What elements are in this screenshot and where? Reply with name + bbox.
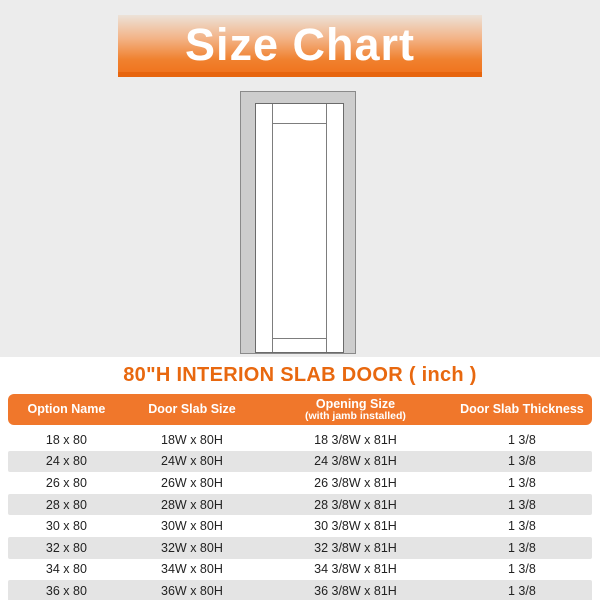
table-section: 80"H INTERION SLAB DOOR ( inch ) Option … (0, 357, 600, 600)
cell-opening-size: 24 3/8W x 81H (314, 454, 397, 469)
size-table: Option Name Door Slab Size Opening Size … (8, 394, 592, 600)
cell-option-name: 24 x 80 (45, 454, 87, 469)
table-row: 32 x 80 32W x 80H 32 3/8W x 81H 1 3/8 (8, 536, 592, 559)
cell-opening-size: 32 3/8W x 81H (314, 540, 397, 555)
table-body: 18 x 80 18W x 80H 18 3/8W x 81H 1 3/8 24… (8, 429, 592, 600)
cell-door-slab-size: 28W x 80H (161, 497, 223, 512)
top-gray-section: Size Chart (0, 0, 600, 357)
cell-thickness: 1 3/8 (508, 583, 536, 598)
door-panel-top-rail-line (273, 123, 326, 124)
cell-option-name: 32 x 80 (45, 540, 87, 555)
door-slab-illustration (255, 103, 344, 353)
cell-opening-size: 26 3/8W x 81H (314, 475, 397, 490)
table-row: 30 x 80 30W x 80H 30 3/8W x 81H 1 3/8 (8, 515, 592, 537)
cell-door-slab-size: 32W x 80H (161, 540, 223, 555)
cell-door-slab-size: 36W x 80H (161, 583, 223, 598)
cell-thickness: 1 3/8 (508, 540, 536, 555)
cell-thickness: 1 3/8 (508, 562, 536, 577)
banner-title: Size Chart (184, 19, 416, 70)
cell-option-name: 30 x 80 (45, 519, 87, 534)
cell-option-name: 18 x 80 (45, 432, 87, 447)
size-chart-banner: Size Chart (118, 15, 482, 77)
cell-thickness: 1 3/8 (508, 432, 536, 447)
cell-option-name: 34 x 80 (45, 562, 87, 577)
cell-door-slab-size: 26W x 80H (161, 475, 223, 490)
door-jamb-frame-illustration (240, 91, 356, 354)
table-row: 26 x 80 26W x 80H 26 3/8W x 81H 1 3/8 (8, 472, 592, 494)
table-header-row: Option Name Door Slab Size Opening Size … (8, 394, 592, 425)
table-row: 36 x 80 36W x 80H 36 3/8W x 81H 1 3/8 (8, 580, 592, 600)
cell-option-name: 36 x 80 (45, 583, 87, 598)
cell-opening-size: 28 3/8W x 81H (314, 497, 397, 512)
cell-option-name: 28 x 80 (45, 497, 87, 512)
cell-opening-size: 36 3/8W x 81H (314, 583, 397, 598)
cell-thickness: 1 3/8 (508, 497, 536, 512)
header-cell-door-slab-size: Door Slab Size (148, 402, 236, 416)
table-row: 18 x 80 18W x 80H 18 3/8W x 81H 1 3/8 (8, 429, 592, 451)
cell-thickness: 1 3/8 (508, 475, 536, 490)
header-cell-opening-size-sublabel: (with jamb installed) (305, 409, 406, 422)
cell-door-slab-size: 18W x 80H (161, 432, 223, 447)
cell-thickness: 1 3/8 (508, 519, 536, 534)
cell-opening-size: 30 3/8W x 81H (314, 519, 397, 534)
door-panel-left-stile-line (272, 104, 273, 352)
cell-door-slab-size: 30W x 80H (161, 519, 223, 534)
door-panel-right-stile-line (326, 104, 327, 352)
header-cell-opening-size-label: Opening Size (315, 396, 396, 411)
cell-option-name: 26 x 80 (45, 475, 87, 490)
header-cell-option-name: Option Name (27, 402, 106, 416)
table-row: 34 x 80 34W x 80H 34 3/8W x 81H 1 3/8 (8, 559, 592, 581)
cell-door-slab-size: 34W x 80H (161, 562, 223, 577)
section-title: 80"H INTERION SLAB DOOR ( inch ) (123, 364, 477, 386)
door-panel-bottom-rail-line (273, 338, 326, 339)
header-cell-opening-size: Opening Size (with jamb installed) (259, 396, 452, 422)
table-row: 28 x 80 28W x 80H 28 3/8W x 81H 1 3/8 (8, 493, 592, 516)
header-cell-door-slab-thickness: Door Slab Thickness (460, 402, 584, 416)
cell-door-slab-size: 24W x 80H (161, 454, 223, 469)
table-row: 24 x 80 24W x 80H 24 3/8W x 81H 1 3/8 (8, 450, 592, 473)
cell-thickness: 1 3/8 (508, 454, 536, 469)
cell-opening-size: 34 3/8W x 81H (314, 562, 397, 577)
cell-opening-size: 18 3/8W x 81H (314, 432, 397, 447)
